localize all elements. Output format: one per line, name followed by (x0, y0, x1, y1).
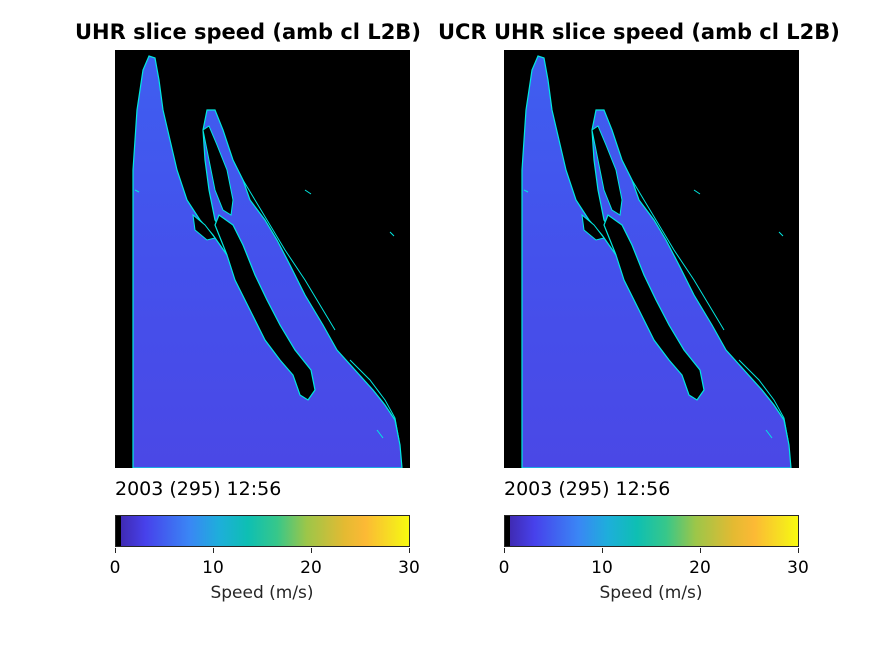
left-tick-mark-0 (115, 548, 116, 553)
right-tick-mark-0 (504, 548, 505, 553)
right-colorbar (504, 515, 799, 547)
right-timestamp: 2003 (295) 12:56 (504, 478, 671, 500)
right-colorbar-label: Speed (m/s) (599, 583, 703, 603)
left-peninsula-upper (202, 125, 234, 216)
left-tick-mark-10 (213, 548, 214, 553)
left-tick-label-10: 10 (202, 558, 224, 578)
left-map-svg (132, 55, 403, 468)
right-tick-label-20: 20 (689, 558, 711, 578)
right-tick-label-0: 0 (498, 558, 510, 578)
left-tick-mark-20 (311, 548, 312, 553)
right-tick-mark-20 (700, 548, 701, 553)
right-tick-label-10: 10 (591, 558, 613, 578)
left-colorbar-label: Speed (m/s) (210, 583, 314, 603)
left-tick-mark-30 (409, 548, 410, 553)
left-colorbar-zero-band (116, 516, 121, 546)
left-tick-label-30: 30 (398, 558, 420, 578)
left-tick-label-20: 20 (300, 558, 322, 578)
left-speed-map (115, 50, 410, 468)
right-bay (581, 213, 605, 241)
right-ocean-region (521, 55, 792, 468)
right-colorbar-zero-band (505, 516, 510, 546)
right-coast-east (631, 179, 789, 441)
left-peninsula (214, 214, 316, 401)
left-bay (192, 213, 216, 241)
right-chart-title: UCR UHR slice speed (amb cl L2B) (438, 20, 840, 44)
right-tick-mark-10 (602, 548, 603, 553)
left-chart-title: UHR slice speed (amb cl L2B) (75, 20, 421, 44)
left-small-islands (134, 189, 395, 439)
right-tick-mark-30 (798, 548, 799, 553)
right-peninsula (603, 214, 705, 401)
right-speed-map (504, 50, 799, 468)
left-coast-east (242, 179, 400, 441)
left-timestamp: 2003 (295) 12:56 (115, 478, 282, 500)
left-ocean-region (132, 55, 403, 468)
left-tick-label-0: 0 (109, 558, 121, 578)
left-colorbar (115, 515, 410, 547)
right-peninsula-upper (591, 125, 623, 216)
right-small-islands (523, 189, 784, 439)
right-tick-label-30: 30 (787, 558, 809, 578)
right-map-svg (521, 55, 792, 468)
